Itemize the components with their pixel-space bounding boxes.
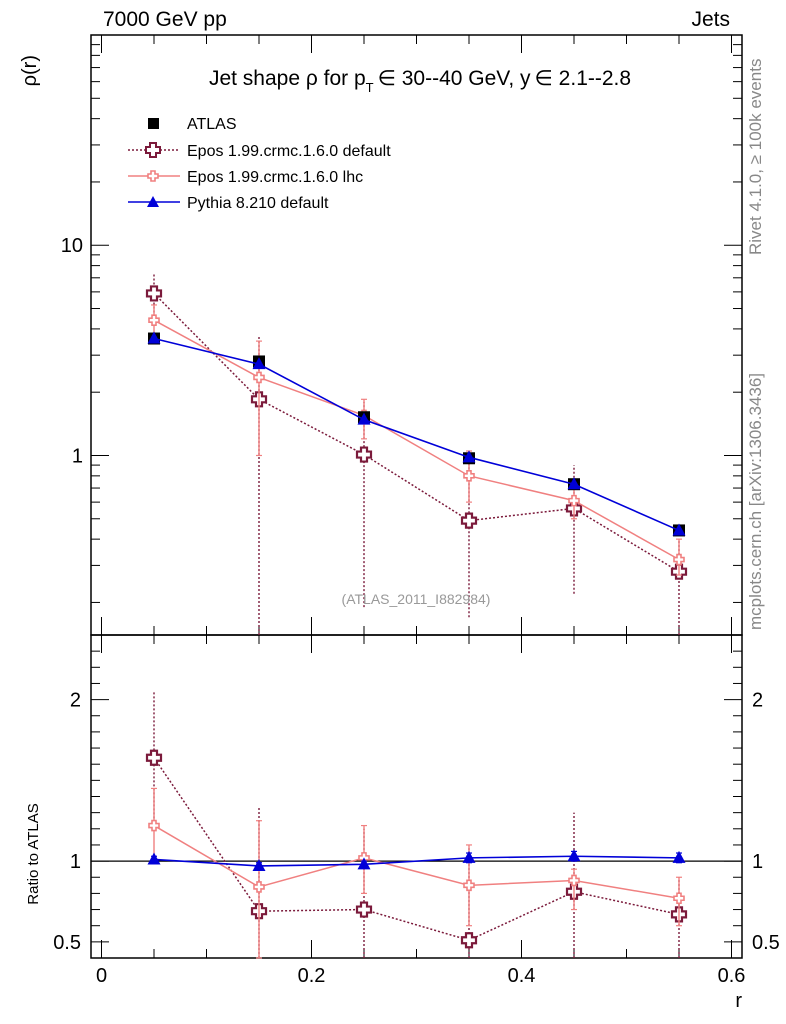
ratio-y-tick-label-right: 2 <box>752 690 763 712</box>
main-point-pythia <box>357 412 371 425</box>
y-axis-label-main: ρ(r) <box>19 55 41 86</box>
x-tick-label: 0.4 <box>508 965 536 987</box>
main-point-epos-lhc <box>463 470 475 482</box>
ratio-line-epos-lhc <box>153 824 680 899</box>
x-axis-label: r <box>735 990 742 1012</box>
main-series-atlas <box>148 332 685 537</box>
ratio-point-pythia <box>147 852 161 865</box>
ratio-y-tick-label: 1 <box>70 851 81 873</box>
ratio-line-epos-default <box>153 757 680 942</box>
ratio-panel-frame <box>90 634 743 959</box>
header-right: Jets <box>691 8 730 31</box>
ratio-point-epos-lhc <box>253 881 265 893</box>
legend: ATLAS Epos 1.99.crmc.1.6.0 default Epos … <box>128 116 391 212</box>
main-line-epos-default <box>153 292 680 573</box>
svg-text:Pythia 8.210 default: Pythia 8.210 default <box>187 195 329 212</box>
ratio-series-epos-lhc <box>148 787 685 959</box>
main-point-epos-default <box>460 512 478 529</box>
main-point-epos-lhc <box>673 553 685 566</box>
main-point-pythia <box>672 523 686 536</box>
legend-entry-epos-lhc: Epos 1.99.crmc.1.6.0 lhc <box>128 169 363 186</box>
main-point-epos-default <box>145 285 163 302</box>
ratio-point-pythia <box>357 857 371 870</box>
ratio-point-epos-default <box>145 749 163 766</box>
ratio-series-pythia <box>147 849 686 871</box>
main-series-pythia <box>147 331 686 536</box>
chart-title: Jet shape ρ for pT ∈ 30--40 GeV, y ∈ 2.1--… <box>209 67 631 95</box>
ratio-point-pythia <box>462 850 476 863</box>
ratio-y-tick-label-right: 1 <box>752 851 763 873</box>
legend-entry-epos-default: Epos 1.99.crmc.1.6.0 default <box>128 142 391 160</box>
svg-text:ATLAS: ATLAS <box>187 116 237 133</box>
ratio-point-epos-default <box>460 932 478 949</box>
main-point-pythia <box>147 331 161 344</box>
rivet-label: Rivet 4.1.0, ≥ 100k events <box>746 58 765 255</box>
watermark: (ATLAS_2011_I882984) <box>342 591 491 607</box>
ratio-point-epos-lhc <box>568 874 580 887</box>
x-tick-label: 0 <box>96 965 107 987</box>
main-series-epos-default <box>145 272 688 635</box>
main-point-epos-lhc <box>148 314 160 327</box>
ratio-point-pythia <box>672 850 686 863</box>
mcplots-label: mcplots.cern.ch [arXiv:1306.3436] <box>746 372 765 630</box>
main-point-epos-lhc <box>568 494 580 507</box>
y-axis-label-ratio: Ratio to ATLAS <box>25 803 42 904</box>
svg-text:Epos 1.99.crmc.1.6.0 lhc: Epos 1.99.crmc.1.6.0 lhc <box>187 169 363 186</box>
x-tick-label: 0.6 <box>718 965 746 987</box>
main-line-epos-lhc <box>153 319 680 561</box>
ratio-y-tick-label: 0.5 <box>53 932 81 954</box>
main-point-pythia <box>462 450 476 463</box>
main-y-tick-label: 1 <box>72 445 83 467</box>
legend-entry-pythia: Pythia 8.210 default <box>128 195 329 212</box>
legend-entry-atlas: ATLAS <box>148 116 237 133</box>
ratio-series-epos-default <box>145 691 688 958</box>
main-point-pythia <box>567 477 581 490</box>
svg-text:Epos 1.99.crmc.1.6.0 default: Epos 1.99.crmc.1.6.0 default <box>187 143 391 160</box>
main-y-tick-label: 10 <box>61 235 83 257</box>
ratio-line-pythia <box>153 855 680 867</box>
ratio-point-epos-default <box>355 901 373 918</box>
x-tick-label: 0.2 <box>298 965 326 987</box>
ratio-point-pythia <box>567 849 581 862</box>
header-left: 7000 GeV pp <box>103 8 227 31</box>
main-line-pythia <box>153 337 680 532</box>
ratio-point-epos-lhc <box>673 892 685 905</box>
main-point-epos-default <box>355 446 373 463</box>
ratio-y-tick-label: 2 <box>70 690 81 712</box>
main-series-epos-lhc <box>148 304 685 576</box>
main-point-epos-lhc <box>253 371 265 384</box>
ratio-y-tick-label-right: 0.5 <box>752 932 780 954</box>
ratio-point-pythia <box>252 858 266 871</box>
ratio-point-epos-lhc <box>463 879 475 892</box>
main-point-pythia <box>252 357 266 370</box>
ratio-point-epos-lhc <box>148 819 160 832</box>
